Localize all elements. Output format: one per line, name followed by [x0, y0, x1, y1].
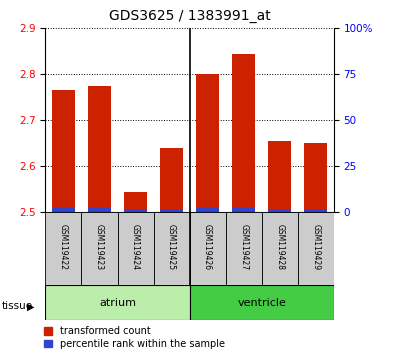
- Bar: [190, 285, 334, 320]
- Bar: [81, 212, 118, 285]
- Bar: [124, 209, 147, 212]
- Bar: [196, 74, 219, 212]
- Text: GSM119426: GSM119426: [203, 224, 212, 270]
- Bar: [88, 86, 111, 212]
- Bar: [160, 148, 183, 212]
- Bar: [226, 212, 261, 285]
- Text: ventricle: ventricle: [237, 298, 286, 308]
- Bar: [118, 212, 154, 285]
- Bar: [160, 209, 183, 212]
- Bar: [268, 209, 292, 212]
- Text: GSM119428: GSM119428: [275, 224, 284, 270]
- Bar: [88, 207, 111, 212]
- Bar: [45, 285, 190, 320]
- Text: GSM119427: GSM119427: [239, 224, 248, 270]
- Bar: [52, 90, 75, 212]
- Bar: [304, 143, 327, 212]
- Text: GSM119429: GSM119429: [311, 224, 320, 270]
- Text: GSM119424: GSM119424: [131, 224, 140, 270]
- Bar: [124, 192, 147, 212]
- Bar: [154, 212, 190, 285]
- Text: tissue: tissue: [2, 301, 33, 311]
- Bar: [304, 209, 327, 212]
- Bar: [268, 141, 292, 212]
- Bar: [190, 212, 226, 285]
- Text: GSM119425: GSM119425: [167, 224, 176, 270]
- Text: GDS3625 / 1383991_at: GDS3625 / 1383991_at: [109, 9, 271, 23]
- Bar: [196, 207, 219, 212]
- Text: GSM119422: GSM119422: [59, 224, 68, 270]
- Bar: [52, 207, 75, 212]
- Bar: [261, 212, 298, 285]
- Bar: [232, 53, 256, 212]
- Legend: transformed count, percentile rank within the sample: transformed count, percentile rank withi…: [44, 326, 225, 349]
- Bar: [298, 212, 334, 285]
- Bar: [45, 212, 81, 285]
- Text: atrium: atrium: [99, 298, 136, 308]
- Bar: [232, 207, 256, 212]
- Text: ▶: ▶: [27, 302, 34, 312]
- Text: GSM119423: GSM119423: [95, 224, 104, 270]
